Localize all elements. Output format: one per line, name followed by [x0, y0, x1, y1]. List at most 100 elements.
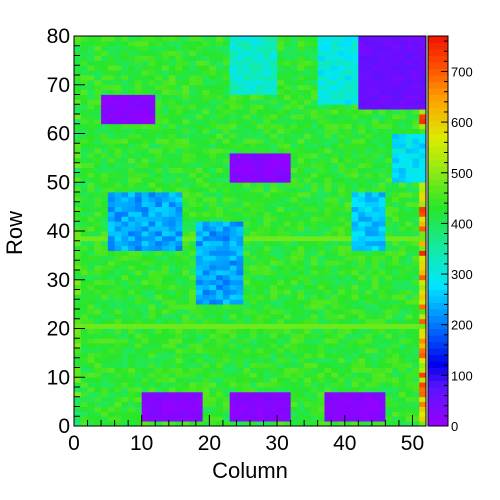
heatmap-cell [385, 94, 393, 100]
heatmap-cell [128, 138, 136, 144]
heatmap-cell [189, 391, 197, 398]
heatmap-cell [317, 240, 325, 247]
heatmap-cell [229, 250, 237, 256]
heatmap-cell [94, 104, 102, 110]
heatmap-cell [168, 133, 176, 139]
heatmap-cell [162, 265, 170, 271]
heatmap-cell [310, 235, 319, 242]
heatmap-cell [263, 226, 271, 232]
heatmap-cell [243, 40, 251, 47]
heatmap-cell [371, 255, 380, 261]
heatmap-cell [256, 338, 264, 344]
heatmap-cell [338, 372, 346, 378]
heatmap-cell [94, 294, 102, 300]
heatmap-cell [290, 250, 298, 256]
heatmap-cell [256, 157, 264, 164]
heatmap-cell [304, 250, 312, 256]
heatmap-cell [148, 411, 156, 417]
heatmap-cell [229, 323, 237, 329]
heatmap-cell [155, 148, 163, 154]
heatmap-cell [250, 411, 258, 417]
heatmap-cell [195, 309, 204, 315]
heatmap-cell [155, 401, 163, 407]
heatmap-cell [134, 89, 143, 95]
heatmap-cell [378, 84, 386, 91]
heatmap-cell [263, 157, 271, 164]
heatmap-cell [331, 114, 339, 120]
heatmap-cell [162, 148, 170, 154]
heatmap-cell [250, 206, 258, 212]
heatmap-cell [94, 406, 102, 412]
heatmap-cell [182, 128, 190, 134]
heatmap-cell [175, 411, 183, 417]
heatmap-cell [141, 89, 149, 95]
heatmap-cell [351, 148, 359, 154]
heatmap-cell [317, 187, 325, 193]
heatmap-cell [256, 79, 264, 86]
heatmap-cell [114, 284, 122, 290]
heatmap-cell [277, 196, 285, 203]
heatmap-cell [134, 104, 143, 110]
heatmap-cell [385, 309, 393, 315]
heatmap-cell [236, 333, 244, 339]
heatmap-cell [195, 201, 204, 208]
heatmap-cell [94, 172, 102, 178]
heatmap-cell [351, 367, 359, 373]
heatmap-cell [182, 94, 190, 100]
heatmap-cell [182, 313, 190, 320]
heatmap-cell [283, 377, 292, 383]
heatmap-cell [283, 60, 292, 66]
heatmap-cell [304, 89, 312, 95]
heatmap-cell [107, 201, 116, 208]
heatmap-cell [141, 60, 149, 66]
heatmap-cell [155, 377, 163, 383]
heatmap-cell [290, 411, 298, 417]
heatmap-cell [229, 401, 237, 407]
heatmap-cell [236, 245, 244, 251]
heatmap-cell [277, 50, 285, 56]
heatmap-cell [392, 104, 400, 110]
heatmap-cell [141, 162, 149, 169]
heatmap-cell [101, 328, 109, 334]
heatmap-cell [80, 65, 88, 71]
heatmap-cell [290, 270, 298, 276]
heatmap-cell [331, 245, 339, 251]
heatmap-cell [229, 284, 237, 290]
colorbar-swatch [428, 192, 448, 199]
heatmap-cell [134, 318, 143, 325]
heatmap-cell [182, 333, 190, 339]
heatmap-cell [297, 50, 305, 56]
heatmap-cell [74, 196, 82, 203]
heatmap-cell [87, 416, 95, 422]
heatmap-cell [222, 328, 231, 334]
heatmap-cell [80, 89, 88, 95]
heatmap-cell [229, 94, 237, 100]
heatmap-cell [202, 99, 210, 105]
heatmap-cell [134, 372, 143, 378]
heatmap-cell [74, 45, 82, 52]
heatmap-cell [128, 172, 136, 178]
heatmap-cell [270, 114, 278, 120]
heatmap-cell [250, 304, 258, 310]
heatmap-cell [87, 40, 95, 47]
heatmap-cell [87, 294, 95, 300]
heatmap-cell [236, 45, 244, 52]
heatmap-cell [107, 382, 116, 388]
heatmap-cell [270, 118, 278, 125]
heatmap-cell [365, 265, 373, 271]
heatmap-cell [310, 201, 319, 208]
heatmap-cell [162, 411, 170, 417]
heatmap-cell [358, 235, 366, 242]
heatmap-cell [128, 196, 136, 203]
heatmap-cell [297, 255, 305, 261]
heatmap-cell [344, 245, 352, 251]
heatmap-cell [121, 216, 129, 222]
heatmap-cell [168, 84, 176, 91]
heatmap-cell [290, 274, 298, 281]
heatmap-cell [148, 36, 156, 42]
heatmap-cell [80, 196, 88, 203]
heatmap-cell [365, 377, 373, 383]
heatmap-cell [107, 216, 116, 222]
heatmap-cell [283, 309, 292, 315]
heatmap-cell [141, 36, 149, 42]
